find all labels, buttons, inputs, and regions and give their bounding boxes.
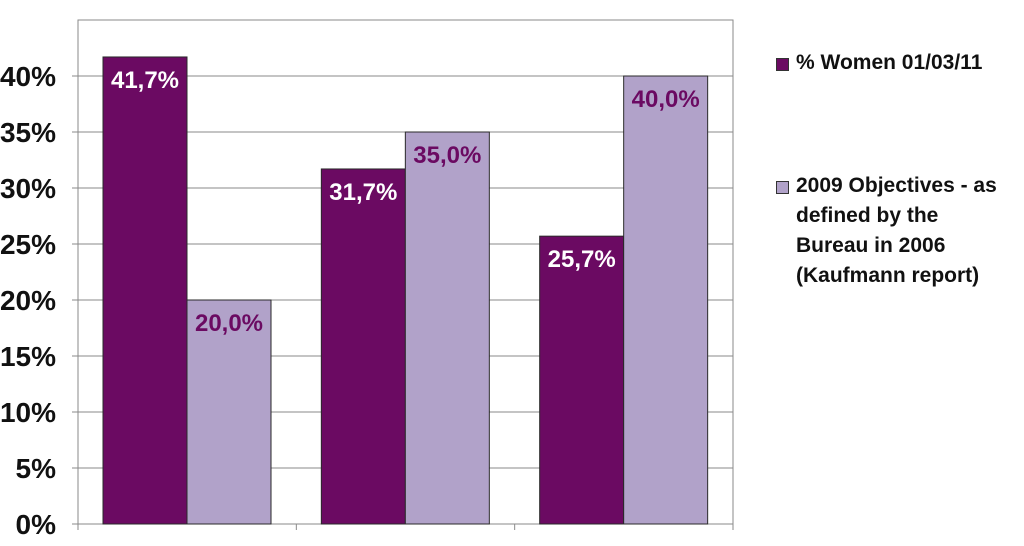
y-tick-label-0: 0% bbox=[16, 509, 57, 540]
legend-swatch-objectives bbox=[776, 181, 789, 194]
data-label-s0-c0: 41,7% bbox=[111, 67, 179, 94]
legend: % Women 01/03/11 2009 Objectives - as de… bbox=[776, 48, 1016, 291]
bar-s0-c0 bbox=[102, 56, 188, 525]
y-tick-label-5: 5% bbox=[16, 453, 57, 484]
y-tick-label-35: 35% bbox=[0, 117, 56, 148]
y-tick-label-20: 20% bbox=[0, 285, 56, 316]
y-tick-label-15: 15% bbox=[0, 341, 56, 372]
legend-label-objectives: 2009 Objectives - as defined by the Bure… bbox=[796, 174, 997, 287]
data-label-s0-c2: 25,7% bbox=[548, 246, 616, 273]
bar-s1-c2 bbox=[623, 75, 709, 525]
data-label-s1-c2: 40,0% bbox=[632, 86, 700, 113]
y-tick-label-30: 30% bbox=[0, 173, 56, 204]
data-label-s0-c1: 31,7% bbox=[329, 179, 397, 206]
bar-s1-c0 bbox=[186, 299, 272, 525]
y-tick-label-10: 10% bbox=[0, 397, 56, 428]
bar-s0-c1 bbox=[320, 168, 406, 525]
legend-item-women: % Women 01/03/11 bbox=[776, 48, 1016, 78]
data-label-s1-c0: 20,0% bbox=[195, 310, 263, 337]
bar-s1-c1 bbox=[404, 131, 490, 525]
data-label-s1-c1: 35,0% bbox=[413, 142, 481, 169]
y-tick-label-40: 40% bbox=[0, 61, 56, 92]
bar-chart: 0% 5% 10% 15% 20% 25% 30% 35% 40% 41,7% 31,7% 25,7%… bbox=[0, 19, 734, 540]
legend-swatch-women bbox=[776, 58, 789, 71]
bar-s0-c2 bbox=[539, 235, 625, 525]
legend-label-women: % Women 01/03/11 bbox=[796, 51, 983, 74]
y-tick-label-25: 25% bbox=[0, 229, 56, 260]
legend-item-objectives: 2009 Objectives - as defined by the Bure… bbox=[776, 171, 1016, 291]
